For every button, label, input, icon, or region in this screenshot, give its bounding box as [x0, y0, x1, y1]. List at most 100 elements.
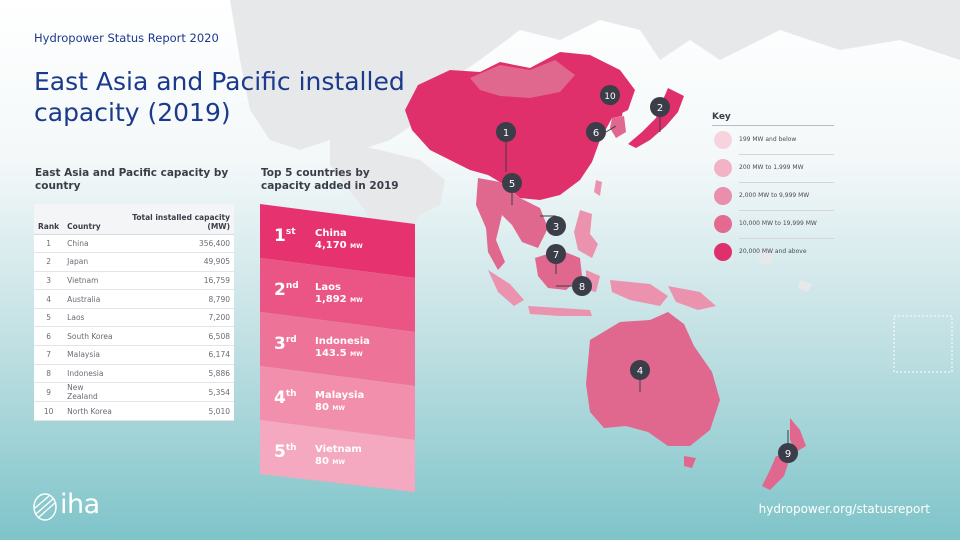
- philippines-region: [574, 210, 598, 258]
- table-header-row: Rank Country Total installed capacity (M…: [34, 204, 234, 235]
- map-marker-9: 9: [778, 430, 798, 463]
- top5-country: Indonesia: [315, 336, 370, 347]
- map-marker-7: 7: [546, 244, 566, 274]
- key-separator: [739, 154, 834, 155]
- table-cell-capacity: 356,400: [118, 234, 234, 254]
- tasmania-region: [684, 456, 696, 468]
- table-row: 2 Japan 49,905: [34, 252, 234, 272]
- table-cell-country: Australia: [63, 289, 119, 309]
- top5-country: China: [315, 228, 347, 239]
- table-cell-country: South Korea: [63, 326, 119, 347]
- taiwan-region: [594, 180, 602, 196]
- top5-rank: 5th: [274, 442, 297, 462]
- column-header-capacity: Total installed capacity (MW): [118, 204, 234, 235]
- key-label: 20,000 MW and above: [739, 248, 807, 255]
- mongolia-region: [470, 60, 575, 98]
- top5-value-line: 1,892 MW: [315, 294, 363, 307]
- key-item: 2,000 MW to 9,999 MW: [714, 186, 834, 208]
- top5-band: [260, 204, 415, 278]
- table-row: 5 Laos 7,200: [34, 308, 234, 328]
- key-separator: [739, 238, 834, 239]
- table-cell-capacity: 6,174: [118, 345, 234, 365]
- table-cell-country: Indonesia: [63, 364, 119, 384]
- top5-suffix: st: [285, 227, 296, 237]
- map-marker-4: 4: [630, 360, 650, 392]
- top5-rank: 3rd: [274, 334, 297, 354]
- top5-ordinal: 5: [274, 442, 286, 462]
- key-item: 10,000 MW to 19,999 MW: [714, 214, 834, 236]
- key-title: Key: [712, 112, 731, 122]
- top5-value-line: 80 MW: [315, 402, 364, 415]
- top5-value: 1,892: [315, 294, 347, 305]
- top5-ordinal: 4: [274, 388, 286, 408]
- key-swatch: [714, 159, 732, 177]
- key-separator: [739, 182, 834, 183]
- key-item: 20,000 MW and above: [714, 242, 834, 264]
- pacific-islands-inset-box: [893, 315, 953, 373]
- table-cell-rank: 7: [34, 345, 64, 365]
- japan-region: [628, 88, 684, 148]
- top5-rank: 2nd: [274, 280, 299, 300]
- key-divider: [712, 125, 834, 126]
- key-label: 199 MW and below: [739, 136, 797, 143]
- map-marker-label: 8: [579, 282, 585, 293]
- top5-country-block: China 4,170 MW: [315, 228, 363, 253]
- top5-suffix: nd: [285, 281, 299, 291]
- key-item: 200 MW to 1,999 MW: [714, 158, 834, 180]
- top5-country-block: Indonesia 143.5 MW: [315, 336, 370, 361]
- top5-ordinal: 3: [274, 334, 286, 354]
- top5-ordinal: 2: [274, 280, 286, 300]
- top5-unit: MW: [350, 243, 363, 250]
- map-marker-6: 6: [586, 122, 617, 142]
- papua-new-guinea-region: [668, 286, 716, 310]
- top5-value-line: 80 MW: [315, 456, 362, 469]
- top5-band: [260, 366, 415, 440]
- table-cell-country: New Zealand: [63, 382, 119, 403]
- top5-heading: Top 5 countries by capacity added in 201…: [261, 167, 399, 192]
- top5-unit: MW: [350, 297, 363, 304]
- top5-value-line: 143.5 MW: [315, 348, 370, 361]
- top5-item: 2nd Laos 1,892 MW: [260, 262, 415, 316]
- table-row: 7 Malaysia 6,174: [34, 345, 234, 365]
- table-cell-capacity: 5,354: [118, 382, 234, 403]
- map-marker-label: 2: [657, 103, 663, 114]
- table-row: 1 China 356,400: [34, 234, 234, 254]
- table-row: 8 Indonesia 5,886: [34, 364, 234, 384]
- top5-suffix: th: [285, 443, 297, 453]
- top5-ordinal: 1: [274, 226, 286, 246]
- map-marker-label: 3: [553, 222, 559, 233]
- top5-country: Vietnam: [315, 444, 362, 455]
- top5-item: 3rd Indonesia 143.5 MW: [260, 316, 415, 370]
- report-label: Hydropower Status Report 2020: [34, 31, 219, 45]
- table-cell-rank: 9: [34, 382, 64, 403]
- map-marker-label: 5: [509, 179, 515, 190]
- top5-unit: MW: [332, 405, 345, 412]
- australia-region: [586, 312, 720, 446]
- top5-country-block: Vietnam 80 MW: [315, 444, 362, 469]
- map-marker-label: 7: [553, 250, 559, 261]
- background-land-india: [330, 140, 445, 262]
- top5-rank: 4th: [274, 388, 297, 408]
- top5-item: 4th Malaysia 80 MW: [260, 370, 415, 424]
- table-cell-country: North Korea: [63, 401, 119, 421]
- table-cell-country: Vietnam: [63, 271, 119, 291]
- map-marker-2: 2: [650, 97, 670, 132]
- column-header-rank: Rank: [34, 204, 64, 235]
- indonesia-region: [488, 270, 668, 316]
- map-marker-label: 6: [593, 128, 599, 139]
- table-cell-rank: 5: [34, 308, 64, 328]
- footer-url[interactable]: hydropower.org/statusreport: [758, 502, 930, 516]
- top5-value: 143.5: [315, 348, 347, 359]
- top5-unit: MW: [350, 351, 363, 358]
- top5-item: 1st China 4,170 MW: [260, 208, 415, 262]
- iha-logo-text: iha: [60, 489, 100, 520]
- key-swatch: [714, 187, 732, 205]
- table-row: 4 Australia 8,790: [34, 289, 234, 309]
- table-row: 3 Vietnam 16,759: [34, 271, 234, 291]
- borneo-region: [535, 250, 582, 290]
- table-row: 6 South Korea 6,508: [34, 326, 234, 347]
- table-cell-rank: 8: [34, 364, 64, 384]
- top5-value: 80: [315, 402, 329, 413]
- china-region: [405, 52, 635, 200]
